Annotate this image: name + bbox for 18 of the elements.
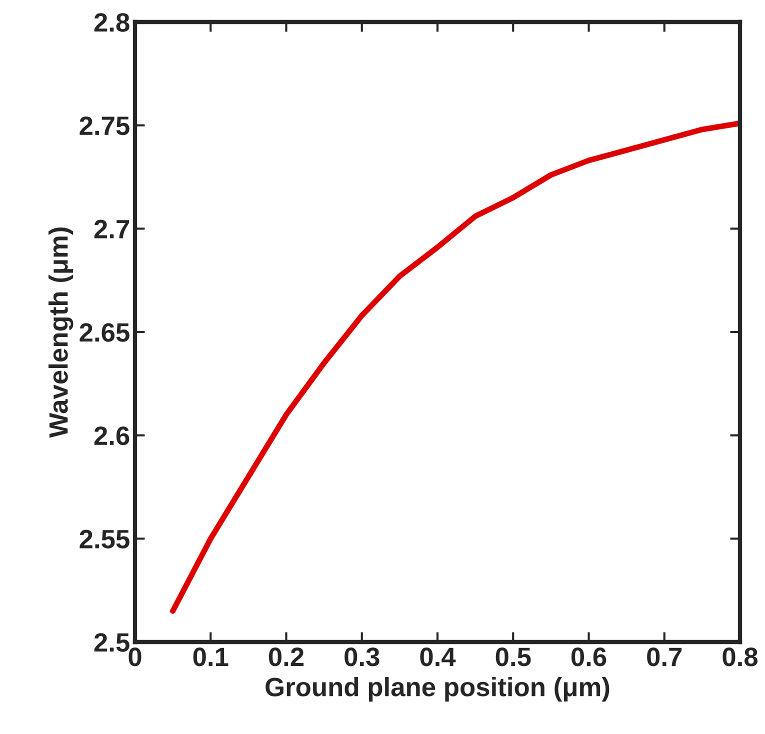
x-tick-label: 0.4 bbox=[420, 648, 456, 666]
y-axis-title: Wavelength (μm) bbox=[48, 228, 74, 438]
x-axis-title: Ground plane position (μm) bbox=[266, 677, 610, 702]
x-tick-label: 0.7 bbox=[647, 648, 682, 666]
y-tick-label: 2.5 bbox=[94, 633, 130, 652]
y-tick-label: 2.8 bbox=[94, 13, 130, 32]
x-tick-label: 0.3 bbox=[344, 648, 380, 666]
x-tick-label: 0.6 bbox=[571, 648, 606, 666]
x-tick-label: 0 bbox=[128, 648, 142, 666]
x-tick-label: 0.1 bbox=[193, 648, 228, 666]
y-tick-label: 2.7 bbox=[94, 220, 129, 238]
y-tick-label: 2.75 bbox=[80, 116, 130, 136]
x-tick-label: 0.8 bbox=[722, 648, 758, 666]
x-tick-label: 0.5 bbox=[496, 648, 531, 666]
y-tick-label: 2.65 bbox=[80, 323, 130, 342]
y-tick-label: 2.6 bbox=[94, 426, 130, 446]
y-tick-label: 2.55 bbox=[80, 530, 130, 548]
x-tick-label: 0.2 bbox=[268, 648, 304, 666]
